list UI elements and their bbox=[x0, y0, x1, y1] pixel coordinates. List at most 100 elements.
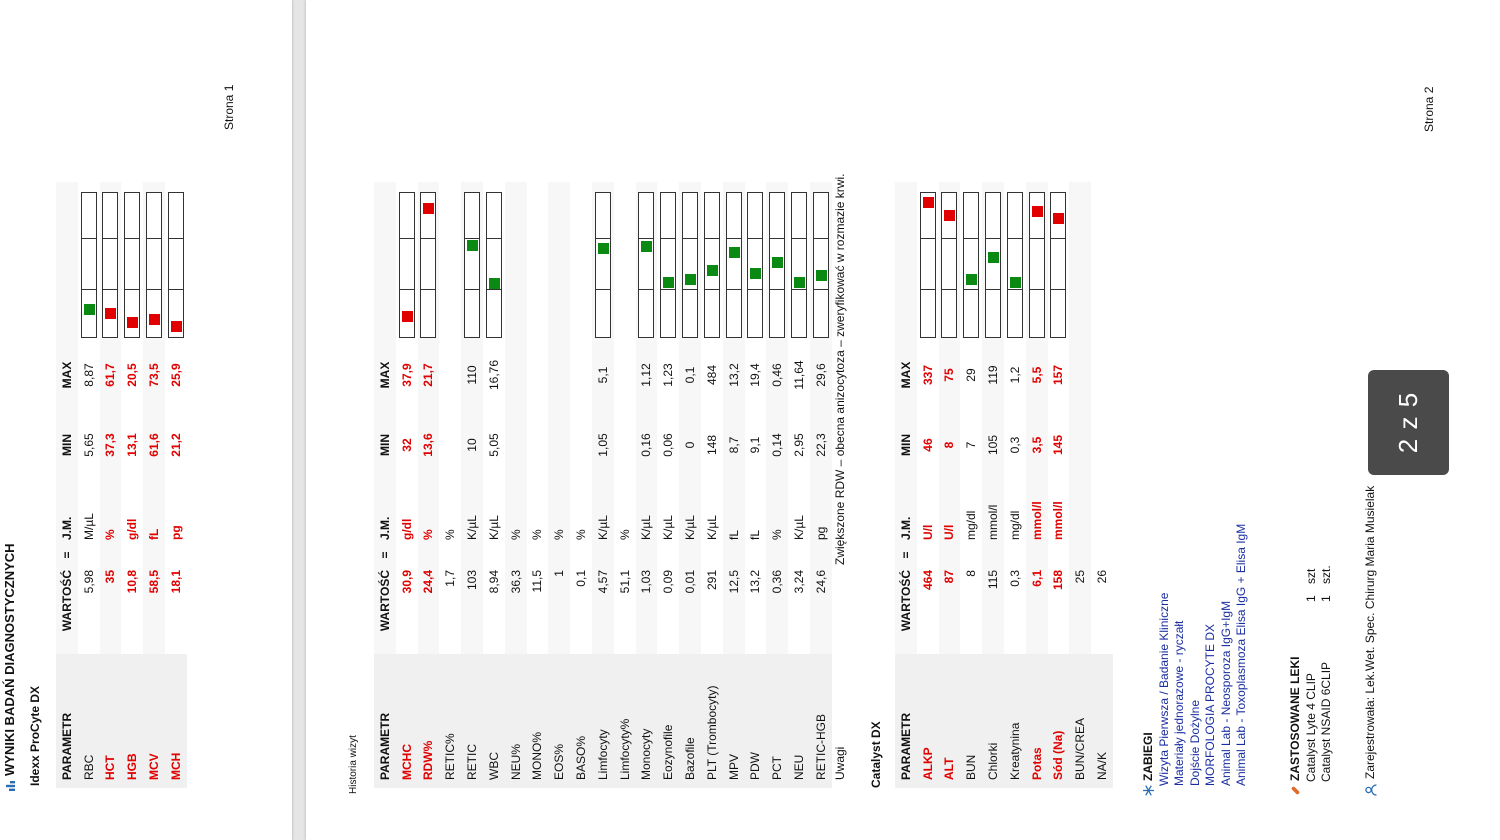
eq-cell bbox=[744, 544, 767, 566]
min-cell bbox=[504, 410, 527, 480]
min-cell bbox=[1069, 410, 1092, 480]
unit-cell: mmol/l bbox=[982, 480, 1004, 544]
max-cell bbox=[504, 340, 527, 410]
eq-cell bbox=[143, 544, 165, 566]
value-cell: 8 bbox=[960, 566, 983, 654]
min-cell: 0,16 bbox=[635, 410, 658, 480]
value-cell: 0,36 bbox=[766, 566, 789, 654]
param-cell: RDW% bbox=[417, 654, 440, 788]
range-gauge-cell bbox=[395, 182, 418, 340]
table-header: PARAMETR WARTOŚĆ = J.M. MIN MAX bbox=[56, 182, 78, 788]
range-gauge bbox=[747, 192, 764, 338]
value-cell: 26 bbox=[1091, 566, 1113, 654]
range-marker bbox=[706, 265, 718, 277]
procedure-item: Materiały jednorazowe - ryczałt bbox=[1172, 620, 1186, 786]
max-cell: 73,5 bbox=[143, 340, 165, 410]
table-row: WBC 8,94 K/µL 5,05 16,76 bbox=[482, 182, 505, 788]
catalyst-table: PARAMETR WARTOŚĆ = J.M. MIN MAX ALKP 464 U… bbox=[895, 182, 1113, 788]
value-cell: 291 bbox=[700, 566, 723, 654]
min-cell: 145 bbox=[1047, 410, 1070, 480]
unit-cell: % bbox=[613, 480, 636, 544]
report-title: WYNIKI BADAŃ DIAGNOSTYCZNYCH bbox=[2, 543, 17, 776]
table-row: Chlorki 115 mmol/l 105 119 bbox=[982, 182, 1004, 788]
param-cell: Chlorki bbox=[982, 654, 1004, 788]
col-unit: J.M. bbox=[374, 480, 396, 544]
min-cell: 0 bbox=[679, 410, 701, 480]
range-gauge bbox=[703, 192, 720, 338]
param-cell: RBC bbox=[77, 654, 100, 788]
range-gauge-cell bbox=[679, 182, 701, 340]
procedure-item: Animal Lab - Neosporoza IgG+IgM bbox=[1218, 600, 1233, 786]
drug-name: Catalyst Lyte 4 CLIP bbox=[1303, 673, 1318, 782]
eq-cell bbox=[809, 544, 832, 566]
param-cell: Bazofile bbox=[679, 654, 701, 788]
range-gauge bbox=[919, 192, 936, 338]
range-gauge-cell bbox=[700, 182, 723, 340]
min-cell: 148 bbox=[700, 410, 723, 480]
param-cell: Sód (Na) bbox=[1047, 654, 1070, 788]
param-cell: RETIC bbox=[461, 654, 483, 788]
value-cell: 87 bbox=[938, 566, 961, 654]
col-value: WARTOŚĆ bbox=[895, 566, 917, 654]
param-cell: MCHC bbox=[395, 654, 418, 788]
eq-cell bbox=[635, 544, 658, 566]
unit-cell: mmol/l bbox=[1025, 480, 1048, 544]
range-gauge-cell bbox=[1069, 182, 1092, 340]
range-gauge bbox=[725, 192, 742, 338]
value-cell: 0,01 bbox=[679, 566, 701, 654]
range-gauge-cell bbox=[744, 182, 767, 340]
range-gauge-cell bbox=[164, 182, 187, 340]
max-cell: 13,2 bbox=[722, 340, 745, 410]
range-gauge-cell bbox=[570, 182, 592, 340]
value-cell: 0,1 bbox=[570, 566, 592, 654]
table-row: Sód (Na) 158 mmol/l 145 157 bbox=[1047, 182, 1070, 788]
value-cell: 6,1 bbox=[1025, 566, 1048, 654]
col-eq: = bbox=[895, 544, 917, 566]
table-row: MCH 18,1 pg 21,2 25,9 bbox=[164, 182, 187, 788]
range-gauge bbox=[1006, 192, 1023, 338]
max-cell: 19,4 bbox=[744, 340, 767, 410]
unit-cell: K/µL bbox=[635, 480, 658, 544]
table-row: ALT 87 U/l 8 75 bbox=[938, 182, 961, 788]
drug-unit: szt. bbox=[1319, 565, 1333, 584]
param-cell: MPV bbox=[722, 654, 745, 788]
max-cell: 8,87 bbox=[77, 340, 100, 410]
param-cell: NEU% bbox=[504, 654, 527, 788]
eq-cell bbox=[916, 544, 939, 566]
col-param: PARAMETR bbox=[56, 654, 78, 788]
range-marker bbox=[944, 210, 956, 222]
max-cell: 337 bbox=[916, 340, 939, 410]
range-marker bbox=[728, 246, 740, 258]
range-marker bbox=[127, 317, 139, 329]
procedure-item: MORFOLOGIA PROCYTE DX bbox=[1203, 623, 1217, 786]
unit-cell bbox=[1069, 480, 1092, 544]
unit-cell: g/dl bbox=[121, 480, 144, 544]
unit-cell: % bbox=[417, 480, 440, 544]
eq-cell bbox=[1047, 544, 1070, 566]
min-cell bbox=[570, 410, 592, 480]
range-gauge-cell bbox=[809, 182, 832, 340]
range-gauge bbox=[420, 192, 437, 338]
param-cell: Eozynofile bbox=[657, 654, 680, 788]
page-counter[interactable]: 2 z 5 bbox=[1368, 370, 1449, 475]
max-cell: 5,1 bbox=[591, 340, 614, 410]
unit-cell: K/µL bbox=[788, 480, 810, 544]
value-cell: 51,1 bbox=[613, 566, 636, 654]
col-min: MIN bbox=[895, 410, 917, 480]
range-gauge bbox=[102, 192, 119, 338]
range-gauge-cell bbox=[613, 182, 636, 340]
eq-cell bbox=[657, 544, 680, 566]
range-gauge bbox=[1050, 192, 1067, 338]
range-gauge bbox=[941, 192, 958, 338]
range-marker bbox=[750, 267, 762, 279]
eq-cell bbox=[766, 544, 789, 566]
eq-cell bbox=[461, 544, 483, 566]
table-row: Monocyty 1,03 K/µL 0,16 1,12 bbox=[635, 182, 658, 788]
eq-cell bbox=[482, 544, 505, 566]
min-cell: 32 bbox=[395, 410, 418, 480]
range-gauge-cell bbox=[417, 182, 440, 340]
max-cell: 1,12 bbox=[635, 340, 658, 410]
table-row: PDW 13,2 fL 9,1 19,4 bbox=[744, 182, 767, 788]
range-gauge-cell bbox=[548, 182, 571, 340]
range-marker bbox=[105, 308, 117, 320]
